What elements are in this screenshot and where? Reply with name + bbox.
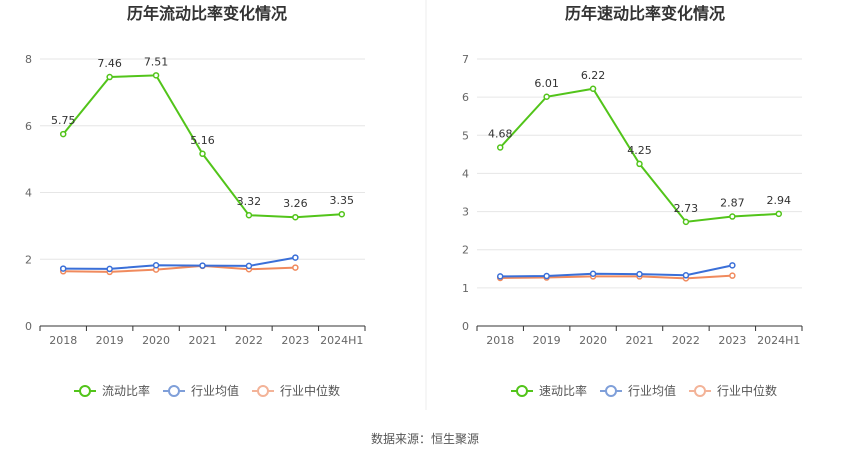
data-point [199, 150, 206, 158]
data-point [245, 211, 253, 219]
legend-swatch-marker [605, 385, 617, 397]
y-tick-label: 2 [25, 253, 32, 266]
data-label: 7.46 [97, 57, 122, 70]
data-point [199, 262, 206, 269]
series-line-industry-median [63, 264, 296, 273]
data-point [589, 85, 597, 93]
y-tick-label: 3 [462, 206, 469, 219]
data-label: 4.25 [627, 144, 652, 157]
x-tick-label: 2018 [49, 334, 77, 347]
y-tick-label: 1 [462, 282, 469, 295]
source-text: 数据来源：恒生聚源 [371, 431, 479, 446]
x-tick-label: 2019 [96, 334, 124, 347]
data-point [152, 262, 160, 269]
y-tick-label: 7 [462, 53, 469, 66]
data-point [106, 265, 113, 273]
x-tick-label: 2020 [142, 334, 170, 347]
data-point [338, 210, 346, 218]
y-tick-label: 5 [462, 129, 469, 142]
data-label: 5.75 [51, 114, 76, 127]
legend-label: 行业均值 [191, 383, 239, 398]
data-point [682, 272, 690, 279]
x-tick-label: 2023 [281, 334, 309, 347]
data-label: 3.26 [283, 197, 308, 210]
chart-2: 历年速动比率变化情况 0 1 2 3 4 5 6 7 2018 2019 2020 2021 2022 20… [462, 4, 803, 398]
data-point [729, 272, 736, 279]
data-point [292, 213, 299, 221]
x-tick-label: 2024H1 [320, 334, 363, 347]
data-label: 2.87 [720, 197, 745, 210]
y-tick-label: 6 [462, 91, 469, 104]
data-point [59, 130, 67, 138]
data-point [245, 262, 253, 270]
data-point [543, 93, 550, 101]
data-point [775, 210, 783, 218]
legend-label: 行业中位数 [280, 383, 340, 398]
data-point [636, 270, 643, 278]
series-line-industry-avg [500, 264, 733, 278]
data-point [682, 218, 690, 226]
data-point [636, 160, 643, 168]
data-point [496, 273, 504, 280]
data-label: 3.35 [330, 194, 355, 207]
chart-1: 历年流动比率变化情况 0 2 4 6 8 2018 2019 2020 2021 2022 2023 2… [25, 4, 366, 398]
x-tick-label: 2019 [533, 334, 561, 347]
data-label: 2.73 [674, 202, 699, 215]
y-tick-label: 4 [25, 187, 32, 200]
legend-label: 行业均值 [628, 383, 676, 398]
x-tick-label: 2021 [626, 334, 654, 347]
series-line-industry-avg [63, 256, 296, 270]
x-tick-label: 2022 [235, 334, 263, 347]
legend-swatch-marker [516, 385, 528, 397]
legend-label: 速动比率 [539, 383, 587, 398]
y-tick-label: 4 [462, 167, 469, 180]
data-point [543, 272, 550, 280]
y-tick-label: 0 [25, 320, 32, 333]
x-tick-label: 2022 [672, 334, 700, 347]
legend-label: 行业中位数 [717, 383, 777, 398]
data-point [106, 73, 113, 81]
data-label: 6.22 [581, 69, 606, 82]
data-point [152, 72, 160, 79]
x-tick-label: 2023 [718, 334, 746, 347]
series-line-industry-median [500, 274, 733, 280]
legend-label: 流动比率 [102, 383, 150, 398]
y-tick-label: 0 [462, 320, 469, 333]
data-label: 5.16 [190, 134, 215, 147]
data-point [292, 264, 299, 271]
legend-swatch-marker [168, 385, 180, 397]
data-point [729, 213, 736, 220]
data-label: 2.94 [767, 194, 792, 207]
legend-swatch-marker [79, 385, 91, 397]
y-tick-label: 2 [462, 244, 469, 257]
data-point [496, 144, 504, 151]
legend-swatch-marker [694, 385, 706, 397]
y-tick-label: 8 [25, 53, 32, 66]
data-label: 7.51 [144, 55, 169, 68]
data-label: 4.68 [488, 127, 513, 140]
data-label: 6.01 [534, 77, 559, 90]
x-tick-label: 2021 [189, 334, 217, 347]
legend-swatch-marker [257, 385, 269, 397]
data-label: 3.32 [237, 195, 262, 208]
data-point [729, 262, 736, 269]
x-tick-label: 2018 [486, 334, 514, 347]
chart-title: 历年速动比率变化情况 [565, 4, 725, 23]
y-tick-label: 6 [25, 120, 32, 133]
x-tick-label: 2024H1 [757, 334, 800, 347]
data-point [292, 254, 299, 261]
data-point [59, 265, 67, 272]
chart-title: 历年流动比率变化情况 [127, 4, 287, 23]
data-point [589, 270, 597, 277]
x-tick-label: 2020 [579, 334, 607, 347]
